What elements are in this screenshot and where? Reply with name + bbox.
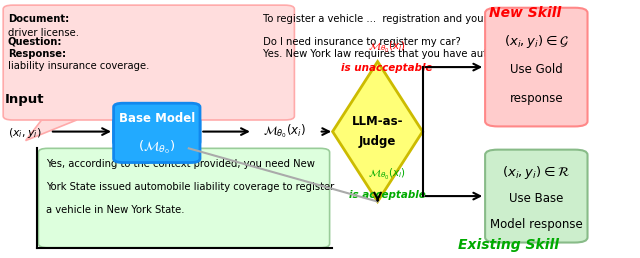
Text: Existing Skill: Existing Skill: [458, 238, 559, 252]
Text: $\mathcal{M}_{\theta_0}(x_i)$: $\mathcal{M}_{\theta_0}(x_i)$: [368, 167, 406, 182]
Text: driver license.: driver license.: [8, 28, 79, 38]
Polygon shape: [333, 62, 422, 201]
Text: $\mathcal{M}_{\theta_0}(x_i)$: $\mathcal{M}_{\theta_0}(x_i)$: [263, 123, 307, 140]
Text: $(x_i, y_i) \in \mathcal{R}$: $(x_i, y_i) \in \mathcal{R}$: [502, 164, 570, 181]
Text: $(x_i, y_i) \in \mathcal{G}$: $(x_i, y_i) \in \mathcal{G}$: [504, 33, 569, 50]
Text: $(x_i, y_i)$: $(x_i, y_i)$: [8, 126, 41, 140]
Text: Input: Input: [4, 93, 44, 106]
Text: New Skill: New Skill: [489, 6, 561, 20]
Text: $(\mathcal{M}_{\theta_0})$: $(\mathcal{M}_{\theta_0})$: [138, 138, 175, 156]
Text: response: response: [509, 92, 563, 104]
FancyBboxPatch shape: [3, 5, 294, 120]
Text: LLM-as-: LLM-as-: [352, 115, 403, 128]
Text: Base Model: Base Model: [118, 112, 195, 125]
Text: is acceptable: is acceptable: [349, 190, 426, 200]
FancyBboxPatch shape: [38, 148, 330, 248]
Text: Document:: Document:: [8, 14, 69, 24]
Polygon shape: [26, 120, 77, 141]
Text: Use Gold: Use Gold: [510, 63, 563, 76]
Text: Question:: Question:: [8, 37, 62, 47]
FancyBboxPatch shape: [114, 117, 200, 146]
Text: is unacceptable: is unacceptable: [342, 63, 433, 73]
FancyBboxPatch shape: [114, 103, 200, 163]
Text: To register a vehicle ...  registration and your: To register a vehicle ... registration a…: [260, 14, 487, 24]
Text: $\mathcal{M}_{\theta_0}(x_i)$: $\mathcal{M}_{\theta_0}(x_i)$: [368, 40, 406, 55]
Text: Yes, according to the context provided, you need New: Yes, according to the context provided, …: [46, 159, 315, 169]
Text: a vehicle in New York State.: a vehicle in New York State.: [46, 205, 184, 215]
Text: Model response: Model response: [490, 218, 582, 231]
FancyBboxPatch shape: [485, 8, 588, 126]
Text: Judge: Judge: [359, 135, 396, 148]
Text: Use Base: Use Base: [509, 192, 563, 205]
Text: Response:: Response:: [8, 49, 66, 59]
Text: liability insurance coverage.: liability insurance coverage.: [8, 61, 149, 71]
FancyBboxPatch shape: [485, 150, 588, 243]
Text: Yes. New York law requires that you have auto: Yes. New York law requires that you have…: [260, 49, 493, 59]
Text: York State issued automobile liability coverage to register: York State issued automobile liability c…: [46, 182, 334, 192]
Text: Do I need insurance to register my car?: Do I need insurance to register my car?: [260, 37, 460, 47]
